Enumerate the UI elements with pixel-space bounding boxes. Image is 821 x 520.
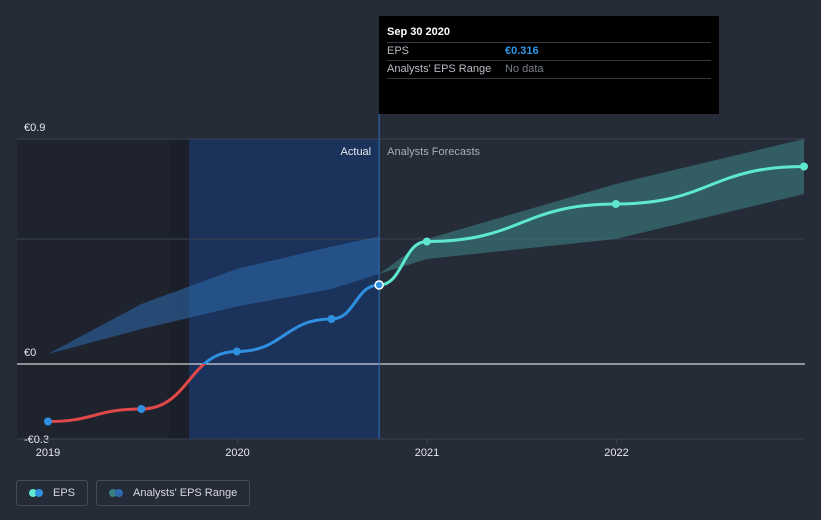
legend-range-label: Analysts' EPS Range [133,487,238,499]
actual-label: Actual [341,146,372,158]
y-tick-label: €0 [24,347,36,359]
legend-range-button[interactable]: Analysts' EPS Range [96,480,251,506]
eps-line-negative [47,364,207,423]
eps-point-forecast [800,162,808,171]
x-tick-label: 2020 [225,447,249,459]
tooltip-eps-label: EPS [387,45,410,57]
range-band-forecast [379,139,804,274]
x-tick-label: 2019 [36,447,60,459]
eps-point-selected [374,280,384,290]
y-tick-label: €0.9 [24,122,45,134]
tooltip-eps-value: €0.316 [505,45,539,57]
eps-point-forecast [611,200,620,208]
eps-point-actual [232,347,241,356]
x-tick-label: 2021 [415,447,439,459]
eps-point-actual [44,417,52,426]
tooltip-range-label: Analysts' EPS Range [387,63,492,75]
legend: EPS Analysts' EPS Range [16,480,251,506]
past-shade [17,139,190,439]
eps-line-forecast [378,165,805,287]
legend-eps-icon [29,489,47,497]
tooltip: Sep 30 2020 EPS €0.316 Analysts' EPS Ran… [379,16,719,114]
legend-eps-button[interactable]: EPS [16,480,89,506]
tooltip-range-row: Analysts' EPS Range No data [387,60,711,79]
x-tick-label: 2022 [604,447,628,459]
tooltip-eps-row: EPS €0.316 [387,42,711,60]
legend-range-icon [109,489,127,497]
range-band-past [48,236,380,354]
eps-point-actual [137,405,146,413]
y-tick-label: -€0.3 [24,434,49,446]
forecast-label: Analysts Forecasts [387,146,480,158]
tooltip-date: Sep 30 2020 [387,26,450,38]
legend-eps-label: EPS [53,487,76,499]
eps-point-forecast [422,237,431,246]
tooltip-range-value: No data [505,63,544,75]
eps-point-actual [327,315,336,323]
